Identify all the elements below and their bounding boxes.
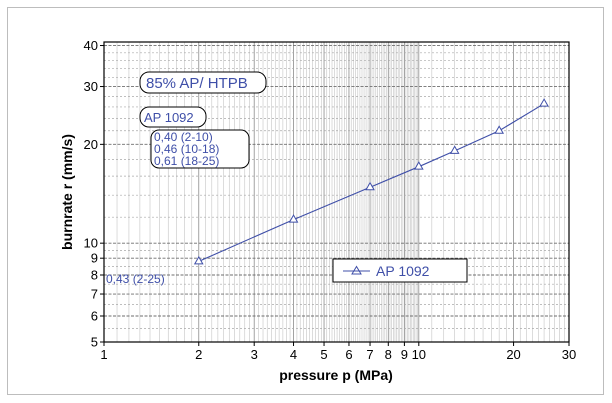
legend-box [332,258,468,283]
data-point [365,181,375,191]
y-tick-label: 30 [84,79,98,94]
y-tick-label: 10 [84,236,98,251]
x-tick-label: 1 [100,347,107,362]
x-tick-label: 8 [385,347,392,362]
x-tick-label: 20 [506,347,520,362]
data-point [413,161,424,170]
plot-border [103,41,570,343]
x-tick-label: 4 [290,347,297,362]
y-tick-label: 9 [91,251,98,266]
x-tick-labels: 1 2 3 4 5 6 7 8 9 10 20 30 [100,342,576,362]
x-tick-label: 2 [195,347,202,362]
x-axis-label: pressure p (MPa) [279,367,393,383]
y-tick-label: 8 [91,267,98,282]
x-tick-label: 9 [401,347,408,362]
exponent-line-2: 0,46 (10-18) [154,142,219,156]
y-tick-label: 20 [84,137,98,152]
x-tick-label: 10 [412,347,426,362]
x-tick-label: 3 [251,347,258,362]
data-point [288,214,299,223]
series-markers [193,98,549,265]
data-point [449,145,460,154]
y-tick-label: 6 [91,309,98,324]
propellant-box [139,106,207,128]
propellant-label: AP 1092 [144,110,194,125]
overall-exponent-label: 0,43 (2-25) [106,272,165,286]
exponent-line-3: 0,61 (18-25) [154,154,219,168]
legend-marker [351,265,362,275]
y-tick-label: 7 [91,287,98,302]
x-tick-label: 6 [345,347,352,362]
chart-annotation-title: 85% AP/ HTPB [146,75,248,92]
y-tick-label: 40 [84,38,98,53]
title-box [139,71,267,94]
data-point [539,98,549,107]
x-tick-label: 7 [366,347,373,362]
y-axis-label: burnrate r (mm/s) [59,134,75,250]
figure-frame [7,7,604,395]
data-point [193,255,204,265]
data-point [494,125,505,134]
y-tick-label: 5 [91,335,98,350]
legend-label: AP 1092 [376,263,430,279]
x-tick-label: 5 [320,347,327,362]
exponent-line-1: 0,40 (2-10) [154,130,213,144]
exponent-box [150,129,250,169]
x-tick-label: 30 [562,347,576,362]
